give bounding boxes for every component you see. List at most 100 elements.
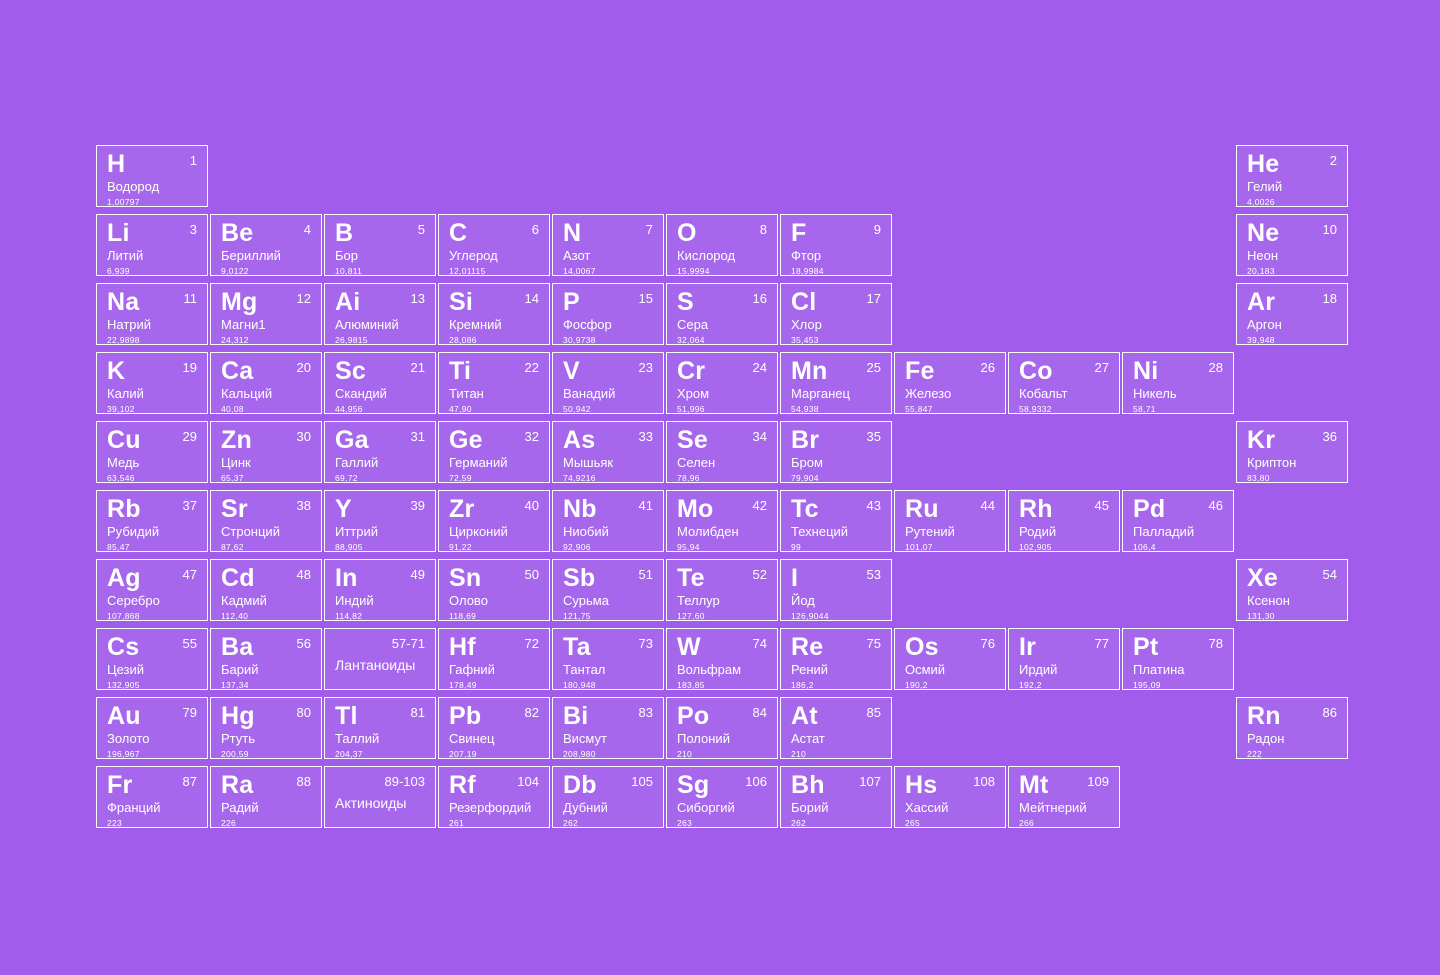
- element-name: Фосфор: [563, 316, 612, 332]
- element-cell-header: Te 52: [677, 564, 767, 593]
- element-number: 37: [182, 498, 197, 513]
- element-cell-header: Bh 107: [791, 771, 881, 800]
- element-symbol: Mo: [677, 495, 714, 523]
- element-cell-header: Fe 26: [905, 357, 995, 386]
- element-mass: 180,948: [563, 680, 596, 690]
- element-symbol: Rb: [107, 495, 141, 523]
- element-cell-header: Ba 56: [221, 633, 311, 662]
- element-cell-header: Ar 18: [1247, 288, 1337, 317]
- element-cell: Y 39 Иттрий 88,905: [324, 490, 436, 552]
- element-number: 56: [296, 636, 311, 651]
- element-number: 41: [638, 498, 653, 513]
- element-name: Сера: [677, 316, 709, 332]
- element-name: Железо: [905, 385, 952, 401]
- element-symbol: Zr: [449, 495, 475, 523]
- element-number: 82: [524, 705, 539, 720]
- element-number: 31: [410, 429, 425, 444]
- element-cell: Sc 21 Скандий 44,956: [324, 352, 436, 414]
- element-mass: 69,72: [335, 473, 358, 483]
- element-name: Калий: [107, 385, 144, 401]
- element-number: 38: [296, 498, 311, 513]
- element-cell: Cs 55 Цезий 132,905: [96, 628, 208, 690]
- element-cell-header: Be 4: [221, 219, 311, 248]
- element-cell: Nb 41 Ниобий 92,906: [552, 490, 664, 552]
- element-name: Скандий: [335, 385, 387, 401]
- element-number: 77: [1094, 636, 1109, 651]
- element-symbol: Cu: [107, 426, 141, 454]
- element-symbol: Os: [905, 633, 939, 661]
- element-cell-header: Ir 77: [1019, 633, 1109, 662]
- element-mass: 131,30: [1247, 611, 1275, 621]
- element-cell-header: Ru 44: [905, 495, 995, 524]
- element-mass: 4,0026: [1247, 197, 1275, 207]
- element-cell: Ag 47 Серебро 107,868: [96, 559, 208, 621]
- element-cell-header: W 74: [677, 633, 767, 662]
- element-name: Индий: [335, 592, 374, 608]
- element-mass: 210: [791, 749, 807, 759]
- element-cell-header: Ni 28: [1133, 357, 1223, 386]
- element-mass: 40,08: [221, 404, 244, 414]
- element-cell-header: Kr 36: [1247, 426, 1337, 455]
- element-number: 104: [517, 774, 539, 789]
- element-name: Золото: [107, 730, 150, 746]
- element-symbol: Ti: [449, 357, 472, 385]
- element-mass: 79,904: [791, 473, 819, 483]
- element-number: 84: [752, 705, 767, 720]
- element-number: 85: [866, 705, 881, 720]
- element-number: 49: [410, 567, 425, 582]
- element-mass: 32,064: [677, 335, 705, 345]
- element-cell: Sr 38 Стронций 87,62: [210, 490, 322, 552]
- element-symbol: Sc: [335, 357, 366, 385]
- element-cell: K 19 Калий 39,102: [96, 352, 208, 414]
- element-name: Сиборгий: [677, 799, 735, 815]
- element-cell-header: At 85: [791, 702, 881, 731]
- element-mass: 223: [107, 818, 123, 828]
- element-name: Технеций: [791, 523, 849, 539]
- element-mass: 15,9994: [677, 266, 710, 276]
- element-name: Серебро: [107, 592, 160, 608]
- element-number: 81: [410, 705, 425, 720]
- element-name: Молибден: [677, 523, 739, 539]
- element-cell-header: Y 39: [335, 495, 425, 524]
- element-number: 16: [752, 291, 767, 306]
- element-mass: 200,59: [221, 749, 249, 759]
- element-cell: F 9 Фтор 18,9984: [780, 214, 892, 276]
- element-name: Кислород: [677, 247, 736, 263]
- periodic-table: H 1 Водород 1,00797 He 2 Гелий 4,0026 Li…: [96, 145, 1348, 828]
- element-number: 6: [531, 222, 539, 237]
- element-symbol: Cs: [107, 633, 140, 661]
- element-cell-header: V 23: [563, 357, 653, 386]
- element-mass: 10,811: [335, 266, 363, 276]
- element-symbol: Ta: [563, 633, 591, 661]
- element-name: Азот: [563, 247, 591, 263]
- element-cell: I 53 Йод 126,9044: [780, 559, 892, 621]
- element-symbol: Ge: [449, 426, 483, 454]
- element-cell-header: 89-103: [335, 772, 425, 788]
- element-symbol: Y: [335, 495, 352, 523]
- element-cell-header: Br 35: [791, 426, 881, 455]
- element-mass: 101,07: [905, 542, 933, 552]
- element-cell: Cl 17 Хлор 35,453: [780, 283, 892, 345]
- element-mass: 190,2: [905, 680, 928, 690]
- element-mass: 47,90: [449, 404, 472, 414]
- element-name: Сурьма: [563, 592, 609, 608]
- element-cell: At 85 Астат 210: [780, 697, 892, 759]
- element-cell-header: Li 3: [107, 219, 197, 248]
- element-symbol: Nb: [563, 495, 597, 523]
- element-number: 36: [1322, 429, 1337, 444]
- element-name: Бериллий: [221, 247, 281, 263]
- element-mass: 266: [1019, 818, 1035, 828]
- element-number: 28: [1208, 360, 1223, 375]
- element-cell-header: N 7: [563, 219, 653, 248]
- element-number: 9: [873, 222, 881, 237]
- element-symbol: Rh: [1019, 495, 1053, 523]
- element-symbol: Ca: [221, 357, 254, 385]
- element-mass: 192,2: [1019, 680, 1042, 690]
- element-number: 29: [182, 429, 197, 444]
- element-number: 24: [752, 360, 767, 375]
- element-name: Ртуть: [221, 730, 255, 746]
- element-number: 55: [182, 636, 197, 651]
- element-symbol: Be: [221, 219, 254, 247]
- element-number: 80: [296, 705, 311, 720]
- element-number: 107: [859, 774, 881, 789]
